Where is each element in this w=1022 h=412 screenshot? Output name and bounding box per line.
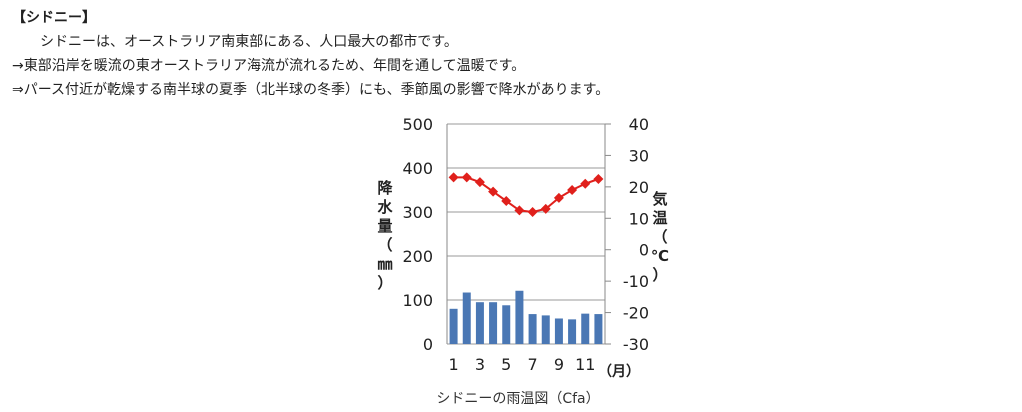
temperature-point [448,172,459,183]
right-axis-label-char: 温 [652,209,667,227]
precip-bar [528,314,537,344]
right-tick-label: 10 [629,209,649,228]
precip-bar [489,302,498,344]
left-axis-label-char: 水 [377,198,393,216]
intro-line: シドニーは、オーストラリア南東部にある、人口最大の都市です。 [40,34,458,50]
right-tick-label: 20 [629,178,649,197]
left-tick-label: 200 [402,247,433,266]
temperature-point [474,177,485,188]
precip-bar [568,319,577,344]
left-tick-label: 100 [402,291,433,310]
right-tick-label: 40 [629,115,649,134]
left-tick-label: 300 [402,203,433,222]
temperature-point [488,186,499,197]
temperature-point [501,196,512,206]
temperature-point [514,205,525,216]
precip-bar [502,305,511,344]
left-tick-label: 500 [402,115,433,134]
right-axis-label-char: 気 [652,190,667,208]
x-tick-label: 5 [501,355,511,374]
temperature-point [567,185,578,195]
right-tick-label: -20 [623,304,649,323]
left-tick-label: 400 [402,159,433,178]
temperature-point [553,192,564,203]
right-axis-label-char: ） [652,266,667,284]
x-tick-label: 7 [527,355,537,374]
precip-bar [541,315,550,344]
left-axis-label-char: ㎜ [377,255,392,273]
article-text: 【シドニー】 シドニーは、オーストラリア南東部にある、人口最大の都市です。 →東… [12,6,609,102]
right-tick-label: 30 [629,146,649,165]
left-axis-label-char: 降 [377,179,393,197]
left-axis-label-char: （ [377,236,392,254]
x-tick-label: 1 [448,355,458,374]
precip-bar [581,313,590,344]
precip-bar [554,318,563,344]
chart-caption: シドニーの雨温図（Cfa） [436,391,600,407]
rainfall-line: ⇒パース付近が乾燥する南半球の夏季（北半球の冬季）にも、季節風の影響で降水があり… [12,82,610,98]
precip-bar [515,290,524,344]
precip-bar [449,308,458,344]
temperature-point [461,172,472,183]
x-tick-label: 11 [575,355,595,374]
left-axis-label-char: 量 [377,217,392,235]
reason-line: →東部沿岸を暖流の東オーストラリア海流が流れるため、年間を通して温暖です。 [12,58,526,74]
right-axis-label-char: ℃ [651,247,669,265]
temperature-point [527,207,538,217]
x-tick-label: 9 [554,355,564,374]
precip-bar [594,314,603,344]
temperature-point [593,174,604,184]
precip-bar [462,292,471,344]
right-tick-label: -30 [623,335,649,354]
section-heading: 【シドニー】 [12,10,96,26]
temperature-point [580,178,591,189]
right-tick-label: -10 [623,272,649,291]
right-tick-label: 0 [639,241,649,260]
left-tick-label: 0 [423,335,433,354]
plot-area [447,124,605,344]
temperature-point [540,203,551,214]
x-tick-label: 3 [475,355,485,374]
left-axis-label-char: ） [377,274,392,292]
x-unit-label: （月） [598,364,640,380]
precip-bar [475,302,484,344]
right-axis-label-char: （ [652,228,667,246]
